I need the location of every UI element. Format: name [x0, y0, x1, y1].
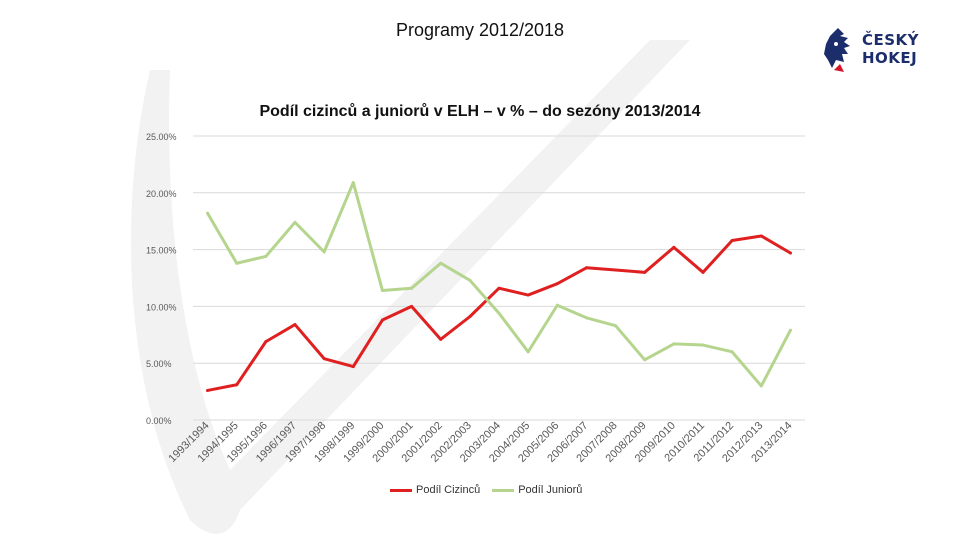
chart-title: Podíl cizinců a juniorů v ELH – v % – do… [259, 103, 701, 120]
y-tick-label: 0.00% [146, 416, 172, 426]
data-point [380, 288, 384, 292]
data-point [730, 350, 734, 354]
chart-legend: Podíl Cizinců Podíl Juniorů [390, 484, 594, 496]
data-point [497, 311, 501, 315]
data-point [235, 383, 239, 387]
data-point [614, 268, 618, 272]
data-point [788, 328, 792, 332]
data-point [555, 282, 559, 286]
data-point [380, 318, 384, 322]
data-point [643, 270, 647, 274]
data-point [322, 357, 326, 361]
data-point [730, 239, 734, 243]
data-point [351, 181, 355, 185]
data-point [468, 315, 472, 319]
data-point [322, 250, 326, 254]
legend-label-junioru: Podíl Juniorů [518, 484, 583, 496]
data-point [410, 286, 414, 290]
data-point [555, 303, 559, 307]
legend-item-cizincu: Podíl Cizinců [390, 484, 480, 496]
data-point [439, 337, 443, 341]
data-point [526, 350, 530, 354]
data-point [672, 245, 676, 249]
y-tick-label: 25.00% [146, 132, 177, 142]
legend-swatch-junioru [492, 488, 515, 492]
series-line-junioru [206, 181, 792, 388]
data-point [235, 261, 239, 265]
data-point [526, 293, 530, 297]
data-point [264, 254, 268, 258]
y-tick-label: 20.00% [146, 189, 177, 199]
data-point [701, 270, 705, 274]
data-point [497, 286, 501, 290]
y-tick-label: 5.00% [146, 359, 172, 369]
y-tick-label: 15.00% [146, 246, 177, 256]
data-point [614, 324, 618, 328]
data-point [643, 358, 647, 362]
slide-title: Programy 2012/2018 [395, 20, 565, 40]
data-point [206, 211, 210, 215]
data-point [759, 384, 763, 388]
data-point [293, 220, 297, 224]
legend-item-junioru: Podíl Juniorů [492, 484, 582, 496]
data-point [584, 266, 588, 270]
data-point [468, 278, 472, 282]
data-point [759, 234, 763, 238]
data-point [206, 388, 210, 392]
lion-icon [824, 28, 850, 72]
data-point [701, 343, 705, 347]
logo-text-line2: HOKEJ [862, 49, 918, 67]
data-point [410, 304, 414, 308]
legend-label-cizincu: Podíl Cizinců [416, 484, 481, 496]
data-point [788, 251, 792, 255]
logo-text-line1: ČESKÝ [862, 31, 920, 49]
data-point [584, 316, 588, 320]
data-point [351, 365, 355, 369]
data-point [672, 342, 676, 346]
y-tick-label: 10.00% [146, 302, 177, 312]
data-point [439, 261, 443, 265]
data-point [264, 340, 268, 344]
legend-swatch-cizincu [390, 488, 412, 492]
cesky-hokej-logo: ČESKÝ HOKEJ [818, 24, 928, 80]
data-point [293, 323, 297, 327]
